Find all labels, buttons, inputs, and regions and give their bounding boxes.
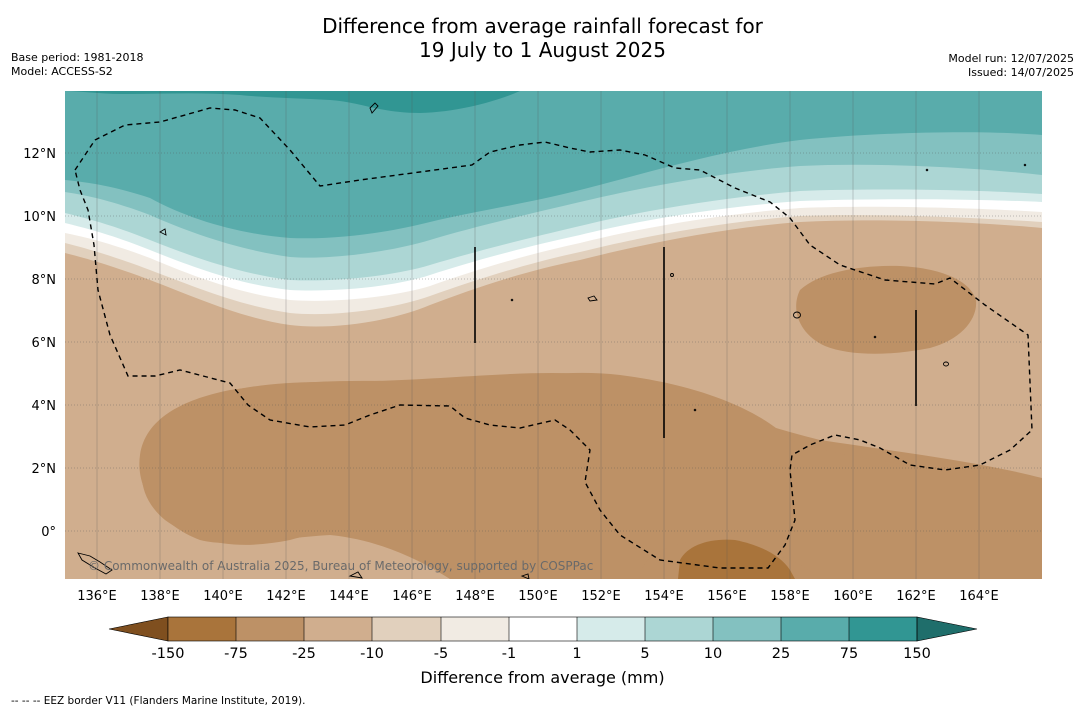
eez-border [74,107,1033,569]
colorbar-swatch [781,617,849,641]
colorbar-label: 25 [772,646,790,662]
meta-right: Model run: 12/07/2025 Issued: 14/07/2025 [948,52,1074,80]
colorbar-swatch [236,617,304,641]
colorbar-swatch [645,617,713,641]
footnote: -- -- -- EEZ border V11 (Flanders Marine… [11,695,306,707]
colorbar-swatch [713,617,781,641]
lon-label: 160°E [833,589,873,604]
lat-label: 8°N [32,273,57,288]
colorbar-label: -10 [360,646,384,662]
colorbar-label: 10 [704,646,722,662]
lon-label: 144°E [329,589,369,604]
colorbar-label: -5 [434,646,448,662]
colorbar-label: -75 [224,646,248,662]
base-period: Base period: 1981-2018 [11,51,144,64]
band-minus150 [678,539,795,579]
colorbar-label: 150 [903,646,931,662]
lat-label: 4°N [32,399,57,414]
colorbar-swatch [509,617,577,641]
lon-label: 150°E [518,589,558,604]
band-plus75 [65,91,520,113]
colorbar-label: -25 [292,646,316,662]
colorbar-title: Difference from average (mm) [420,668,665,687]
colorbar-label: 5 [640,646,649,662]
lat-label: 2°N [32,462,57,477]
colorbar-arrow-low [108,616,169,642]
lat-label: 6°N [32,336,57,351]
lon-label: 154°E [644,589,684,604]
colorbar-label: 75 [840,646,858,662]
colorbar-swatch [577,617,645,641]
islands [77,102,1027,579]
lon-label: 136°E [77,589,117,604]
lon-label: 152°E [581,589,621,604]
lon-label: 148°E [455,589,495,604]
band-plus25 [65,91,1042,239]
model-name: Model: ACCESS-S2 [11,65,113,78]
model-run: Model run: 12/07/2025 [948,52,1074,65]
page-title: Difference from average rainfall forecas… [0,14,1085,62]
colorbar-label: 1 [572,646,581,662]
lat-labels: 12°N 10°N 8°N 6°N 4°N 2°N 0° [23,147,56,540]
colorbar-label: -1 [502,646,516,662]
lon-label: 140°E [203,589,243,604]
lon-label: 164°E [959,589,999,604]
rainfall-map: © Commonwealth of Australia 2025, Bureau… [65,91,1042,579]
meta-left: Base period: 1981-2018 Model: ACCESS-S2 [11,51,143,79]
band-minus75-core [139,372,1042,579]
lat-label: 12°N [23,147,56,162]
lon-labels: 136°E 138°E 140°E 142°E 144°E 146°E 148°… [77,589,999,604]
colorbar-label: -150 [152,646,185,662]
colorbar-swatch [168,617,236,641]
title-line-2: 19 July to 1 August 2025 [419,38,666,62]
colorbar-swatch [304,617,372,641]
title-line-1: Difference from average rainfall forecas… [322,14,763,38]
lon-label: 162°E [896,589,936,604]
colorbar-swatch [441,617,509,641]
colorbar: -150 -75 -25 -10 -5 -1 1 5 10 25 75 150 [108,616,978,662]
colorbar-arrow-high [916,616,978,642]
lat-label: 10°N [23,210,56,225]
lon-label: 146°E [392,589,432,604]
lon-label: 156°E [707,589,747,604]
lat-label: 0° [41,525,56,540]
lon-label: 158°E [770,589,810,604]
lon-label: 138°E [140,589,180,604]
colorbar-swatch [372,617,441,641]
copyright-notice: © Commonwealth of Australia 2025, Bureau… [88,559,593,573]
lon-label: 142°E [266,589,306,604]
colorbar-swatch [849,617,917,641]
graticule [65,152,1042,532]
band-minus75-east [796,265,977,354]
issued-date: Issued: 14/07/2025 [967,66,1074,79]
